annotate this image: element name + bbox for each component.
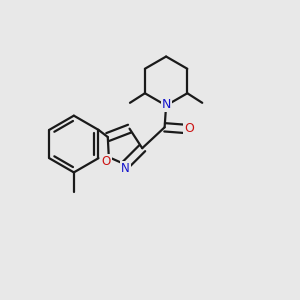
- Text: O: O: [184, 122, 194, 135]
- Text: O: O: [102, 154, 111, 167]
- Text: N: N: [162, 98, 171, 111]
- Text: N: N: [121, 162, 130, 175]
